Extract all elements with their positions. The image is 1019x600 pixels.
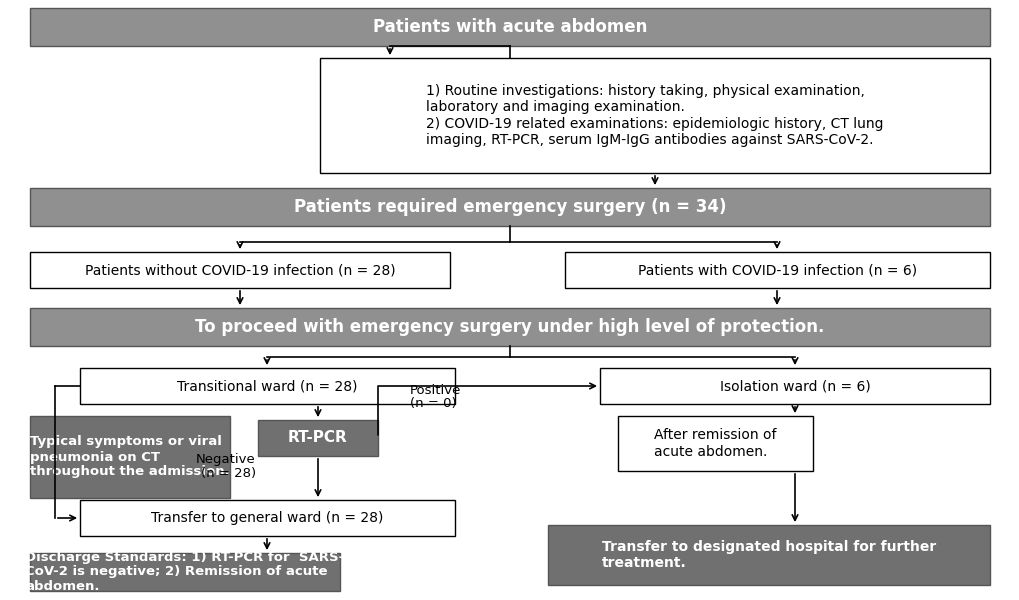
FancyBboxPatch shape bbox=[79, 500, 454, 536]
Text: After remission of
acute abdomen.: After remission of acute abdomen. bbox=[653, 428, 776, 458]
Text: Patients required emergency surgery (n = 34): Patients required emergency surgery (n =… bbox=[293, 198, 726, 216]
Text: RT-PCR: RT-PCR bbox=[287, 431, 347, 445]
Text: Isolation ward (n = 6): Isolation ward (n = 6) bbox=[719, 379, 869, 393]
FancyBboxPatch shape bbox=[30, 8, 989, 46]
Text: (n = 28): (n = 28) bbox=[201, 467, 256, 481]
FancyBboxPatch shape bbox=[30, 553, 339, 591]
Text: Positive: Positive bbox=[410, 383, 461, 397]
Text: Patients without COVID-19 infection (n = 28): Patients without COVID-19 infection (n =… bbox=[85, 263, 395, 277]
FancyBboxPatch shape bbox=[30, 416, 229, 498]
FancyBboxPatch shape bbox=[618, 416, 812, 471]
Text: Patients with acute abdomen: Patients with acute abdomen bbox=[373, 18, 646, 36]
Text: (n = 0): (n = 0) bbox=[410, 397, 457, 410]
FancyBboxPatch shape bbox=[258, 420, 378, 456]
FancyBboxPatch shape bbox=[599, 368, 989, 404]
Text: Discharge Standards: 1) RT-PCR for  SARS-
CoV-2 is negative; 2) Remission of acu: Discharge Standards: 1) RT-PCR for SARS-… bbox=[25, 551, 344, 593]
FancyBboxPatch shape bbox=[547, 525, 989, 585]
Text: Patients with COVID-19 infection (n = 6): Patients with COVID-19 infection (n = 6) bbox=[637, 263, 916, 277]
Text: To proceed with emergency surgery under high level of protection.: To proceed with emergency surgery under … bbox=[195, 318, 824, 336]
Text: 1) Routine investigations: history taking, physical examination,
laboratory and : 1) Routine investigations: history takin… bbox=[426, 84, 882, 147]
FancyBboxPatch shape bbox=[30, 188, 989, 226]
Text: Transitional ward (n = 28): Transitional ward (n = 28) bbox=[177, 379, 358, 393]
FancyBboxPatch shape bbox=[30, 252, 449, 288]
FancyBboxPatch shape bbox=[320, 58, 989, 173]
Text: Transfer to general ward (n = 28): Transfer to general ward (n = 28) bbox=[151, 511, 383, 525]
Text: Transfer to designated hospital for further
treatment.: Transfer to designated hospital for furt… bbox=[601, 540, 935, 570]
Text: Typical symptoms or viral
pneumonia on CT
throughout the admission.: Typical symptoms or viral pneumonia on C… bbox=[31, 436, 229, 479]
FancyBboxPatch shape bbox=[30, 308, 989, 346]
FancyBboxPatch shape bbox=[565, 252, 989, 288]
FancyBboxPatch shape bbox=[79, 368, 454, 404]
Text: Negative: Negative bbox=[196, 454, 256, 467]
